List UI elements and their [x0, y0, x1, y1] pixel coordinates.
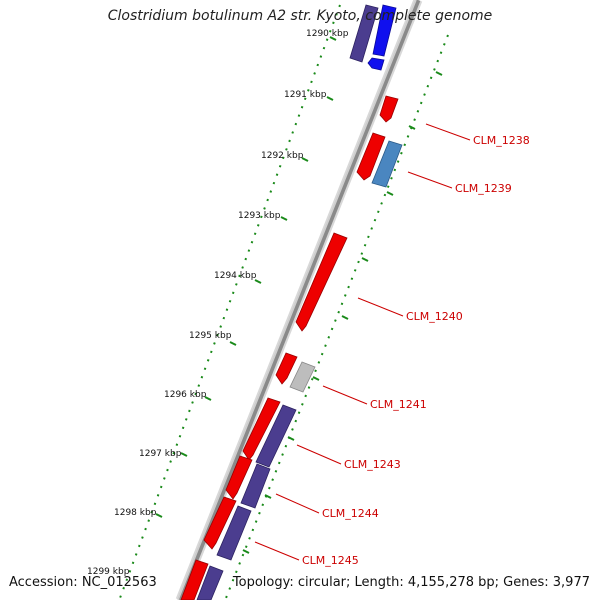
- cds-purple-bottom[interactable]: [196, 565, 224, 600]
- gene-label-clm-1241[interactable]: CLM_1241: [370, 398, 427, 411]
- outer-tick-track: [119, 4, 341, 599]
- cds-red-1298[interactable]: [203, 496, 237, 550]
- gene-label-clm-1245[interactable]: CLM_1245: [302, 554, 359, 567]
- cds-red-1295[interactable]: [275, 352, 298, 385]
- inner-tick-track: [225, 34, 449, 599]
- gene-label-clm-1240[interactable]: CLM_1240: [406, 310, 463, 323]
- cds-clm-1243[interactable]: [255, 404, 297, 468]
- kbp-label-1294: 1294 kbp: [214, 271, 257, 281]
- gene-features: [180, 4, 403, 600]
- cds-clm-1245[interactable]: [216, 505, 252, 561]
- accession-text: Accession: NC_012563: [9, 575, 157, 590]
- map-title: Clostridium botulinum A2 str. Kyoto, com…: [107, 8, 493, 24]
- kbp-label-1290: 1290 kbp: [306, 29, 349, 39]
- kbp-label-1298: 1298 kbp: [114, 508, 157, 518]
- kbp-label-1291: 1291 kbp: [284, 90, 327, 100]
- cds-clm-1241[interactable]: [289, 361, 316, 393]
- cds-clm-1244[interactable]: [240, 463, 271, 509]
- kbp-labels: 1290 kbp 1291 kbp 1292 kbp 1293 kbp 1294…: [87, 29, 349, 577]
- gene-labels: CLM_1238 CLM_1239 CLM_1240 CLM_1241 CLM_…: [302, 134, 530, 567]
- backbone: [175, 0, 423, 600]
- cds-red-bottom[interactable]: [180, 559, 209, 600]
- gene-label-clm-1238[interactable]: CLM_1238: [473, 134, 530, 147]
- label-leaders: [254, 123, 471, 561]
- kbp-label-1299: 1299 kbp: [87, 567, 130, 577]
- cds-top-blue[interactable]: [372, 4, 397, 57]
- gene-label-clm-1239[interactable]: CLM_1239: [455, 182, 512, 195]
- cds-red-1297[interactable]: [225, 455, 253, 500]
- cds-top-purple[interactable]: [349, 4, 379, 63]
- gene-label-clm-1244[interactable]: CLM_1244: [322, 507, 379, 520]
- kbp-tick-marks: [155, 36, 443, 554]
- genome-summary-text: Topology: circular; Length: 4,155,278 bp…: [232, 575, 590, 590]
- kbp-label-1296: 1296 kbp: [164, 390, 207, 400]
- kbp-label-1297: 1297 kbp: [139, 449, 182, 459]
- kbp-label-1293: 1293 kbp: [238, 211, 281, 221]
- cds-red-1296[interactable]: [242, 397, 281, 461]
- cds-clm-1240[interactable]: [295, 232, 348, 332]
- cds-clm-1239[interactable]: [371, 140, 403, 188]
- cds-clm-1238[interactable]: [379, 95, 399, 123]
- cds-red-1292[interactable]: [356, 132, 386, 181]
- gene-label-clm-1243[interactable]: CLM_1243: [344, 458, 401, 471]
- cds-top-blue-arrow[interactable]: [367, 57, 385, 71]
- kbp-label-1295: 1295 kbp: [189, 331, 232, 341]
- kbp-label-1292: 1292 kbp: [261, 151, 304, 161]
